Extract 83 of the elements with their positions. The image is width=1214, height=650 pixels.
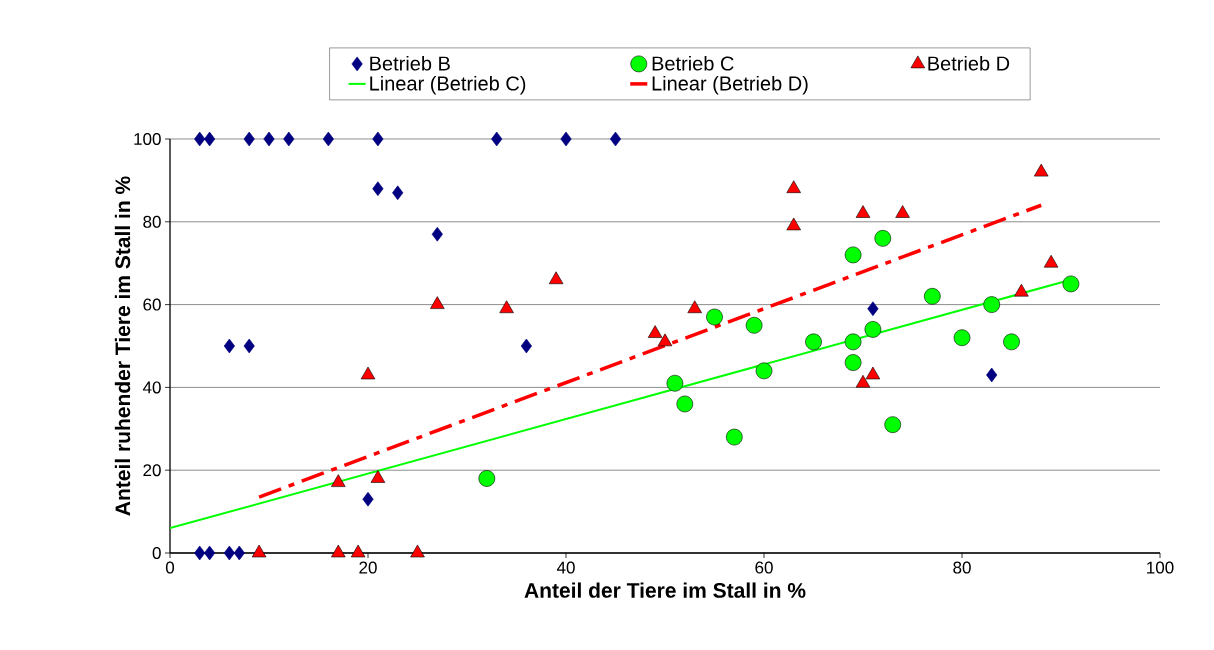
point xyxy=(362,491,374,507)
legend-label: Betrieb B xyxy=(370,55,450,71)
point xyxy=(1062,275,1080,293)
point xyxy=(430,296,445,309)
point xyxy=(874,230,892,247)
legend-label: Linear (Betrieb C) xyxy=(370,75,526,95)
x-tick-label: 80 xyxy=(953,561,971,574)
y-tick-label: 40 xyxy=(142,381,161,394)
point xyxy=(676,395,694,413)
point xyxy=(687,300,702,314)
y-tick-label: 0 xyxy=(152,546,161,560)
point xyxy=(726,428,743,446)
point xyxy=(410,544,425,558)
point xyxy=(953,329,971,347)
point xyxy=(372,131,384,147)
point xyxy=(786,217,801,231)
point xyxy=(865,366,881,380)
point xyxy=(194,131,206,147)
point xyxy=(867,301,879,317)
point xyxy=(263,131,275,147)
point xyxy=(844,354,862,371)
y-tick-label: 60 xyxy=(143,298,161,311)
point xyxy=(243,338,255,354)
point xyxy=(204,545,216,561)
point xyxy=(1003,333,1020,351)
point xyxy=(647,325,663,338)
legend-label: Linear (Betrieb D) xyxy=(652,75,808,95)
y-tick-label: 100 xyxy=(134,132,161,146)
point xyxy=(283,131,295,147)
y-axis-title: Anteil ruhender Tiere im Stall in % xyxy=(114,176,131,516)
point xyxy=(884,416,902,433)
y-tick-label: 80 xyxy=(143,215,161,228)
point xyxy=(844,333,862,351)
point xyxy=(360,366,376,380)
x-axis-title: Anteil der Tiere im Stall in % xyxy=(524,582,806,598)
point xyxy=(924,288,941,305)
point xyxy=(657,333,673,347)
point xyxy=(706,308,723,326)
point xyxy=(478,470,496,487)
legend-label: Betrieb C xyxy=(652,55,734,71)
legend-label: Betrieb D xyxy=(928,55,1010,71)
point xyxy=(986,367,998,383)
x-tick-label: 60 xyxy=(755,561,773,574)
x-tick-label: 100 xyxy=(1147,561,1174,574)
point xyxy=(786,180,801,193)
point xyxy=(805,333,822,351)
point xyxy=(331,474,346,487)
point xyxy=(243,131,255,147)
point xyxy=(370,470,386,483)
point xyxy=(431,226,443,242)
point xyxy=(331,544,346,558)
point xyxy=(745,317,763,334)
x-tick-label: 0 xyxy=(165,561,175,574)
point xyxy=(755,362,773,380)
point xyxy=(1043,254,1059,268)
point xyxy=(223,545,235,561)
point xyxy=(499,300,514,314)
point xyxy=(194,545,206,561)
point xyxy=(895,205,910,218)
point xyxy=(520,338,532,354)
point xyxy=(491,131,503,147)
point xyxy=(548,271,564,285)
x-tick-label: 40 xyxy=(556,561,575,574)
point xyxy=(560,131,572,147)
point xyxy=(204,131,216,147)
point xyxy=(983,296,1001,313)
point xyxy=(392,185,404,201)
point xyxy=(666,374,684,392)
point xyxy=(855,374,871,388)
y-tick-label: 20 xyxy=(143,464,161,477)
point xyxy=(251,544,267,558)
point xyxy=(844,246,862,264)
point xyxy=(233,545,245,561)
point xyxy=(864,321,882,338)
point xyxy=(609,131,622,147)
point xyxy=(223,338,235,354)
point xyxy=(855,205,871,218)
point xyxy=(1033,163,1049,177)
point xyxy=(372,181,384,196)
x-tick-label: 20 xyxy=(359,561,377,574)
point xyxy=(350,544,366,558)
point xyxy=(322,131,334,147)
point xyxy=(1014,283,1029,297)
